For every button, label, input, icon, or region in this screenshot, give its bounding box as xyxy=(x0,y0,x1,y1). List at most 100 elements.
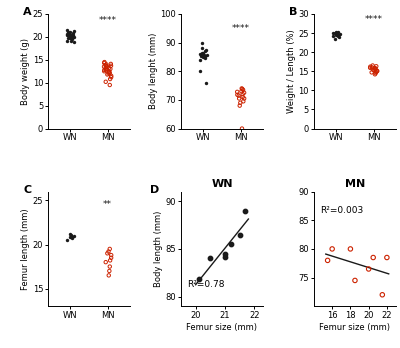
Point xyxy=(367,65,373,71)
Point xyxy=(103,68,109,73)
Y-axis label: Weight / Length (%): Weight / Length (%) xyxy=(287,29,296,113)
Point xyxy=(101,64,107,70)
Point xyxy=(324,258,331,263)
Point xyxy=(239,86,246,92)
Point xyxy=(333,32,339,38)
Point xyxy=(202,54,208,59)
Point xyxy=(234,89,240,95)
Point xyxy=(332,36,339,41)
Point xyxy=(104,251,110,256)
Text: B: B xyxy=(289,7,298,17)
Point xyxy=(69,34,75,40)
Point xyxy=(335,34,342,40)
Point xyxy=(198,53,204,59)
Point xyxy=(64,39,70,44)
Point xyxy=(67,29,73,34)
Point xyxy=(371,67,378,72)
Point xyxy=(366,266,372,272)
Point xyxy=(241,90,247,95)
Point xyxy=(107,66,114,72)
Point xyxy=(333,30,340,36)
Point xyxy=(241,96,247,101)
Point xyxy=(104,72,110,77)
Point xyxy=(102,79,109,85)
Point xyxy=(331,30,338,36)
Point xyxy=(333,30,340,35)
Point xyxy=(379,292,386,298)
Point xyxy=(238,88,245,94)
Point xyxy=(200,52,206,57)
Y-axis label: Body lenght (mm): Body lenght (mm) xyxy=(148,33,158,109)
Point xyxy=(67,235,73,240)
Point xyxy=(67,35,73,41)
Point xyxy=(202,56,209,61)
Point xyxy=(107,258,113,263)
Point xyxy=(204,53,210,58)
Point xyxy=(106,69,112,75)
Point xyxy=(70,29,77,34)
Point xyxy=(107,76,113,82)
Point xyxy=(108,74,114,80)
Point xyxy=(65,30,72,35)
Point xyxy=(106,272,112,278)
Point xyxy=(102,63,109,68)
Point xyxy=(240,94,246,100)
Point xyxy=(68,38,74,43)
Text: ****: **** xyxy=(232,24,250,33)
X-axis label: Femur size (mm): Femur size (mm) xyxy=(186,323,258,332)
Point xyxy=(198,40,205,45)
Point xyxy=(200,53,207,58)
Point xyxy=(334,29,341,35)
Point xyxy=(372,66,379,72)
Point xyxy=(68,232,74,238)
Point xyxy=(373,69,379,75)
X-axis label: Femur size (mm): Femur size (mm) xyxy=(320,323,390,332)
Title: WN: WN xyxy=(211,180,233,189)
Point xyxy=(68,34,74,39)
Point xyxy=(335,32,341,37)
Text: A: A xyxy=(23,7,32,17)
Point xyxy=(101,59,108,65)
Point xyxy=(197,57,203,63)
Point xyxy=(104,66,110,72)
Point xyxy=(373,63,380,69)
Point xyxy=(70,30,77,35)
Point xyxy=(236,96,242,101)
Point xyxy=(67,231,74,237)
Point xyxy=(202,47,209,53)
Point xyxy=(374,69,380,74)
Point xyxy=(108,73,114,79)
Point xyxy=(64,31,70,37)
Point xyxy=(202,48,208,54)
Point xyxy=(64,237,70,243)
Point xyxy=(70,40,77,45)
Point xyxy=(106,268,112,274)
Point xyxy=(238,86,245,91)
Text: R²=0.003: R²=0.003 xyxy=(320,206,364,214)
Point xyxy=(370,63,376,68)
Point xyxy=(242,208,249,213)
Point xyxy=(203,80,210,86)
Point xyxy=(106,264,113,269)
Point xyxy=(370,67,376,73)
Point xyxy=(222,254,228,259)
Text: D: D xyxy=(150,185,159,195)
Y-axis label: Body length (mm): Body length (mm) xyxy=(154,211,163,287)
Point xyxy=(198,51,205,56)
Point xyxy=(347,246,354,252)
Point xyxy=(207,256,214,261)
Point xyxy=(236,93,242,98)
Point xyxy=(200,52,206,58)
Title: MN: MN xyxy=(345,180,365,189)
Point xyxy=(65,35,72,41)
Point xyxy=(335,33,342,39)
Point xyxy=(234,92,240,97)
Point xyxy=(222,251,228,256)
Point xyxy=(329,246,335,252)
Point xyxy=(367,64,374,70)
Text: **: ** xyxy=(103,200,112,209)
Point xyxy=(101,60,107,66)
Point xyxy=(70,32,76,37)
Point xyxy=(106,82,113,88)
Point xyxy=(71,233,77,238)
